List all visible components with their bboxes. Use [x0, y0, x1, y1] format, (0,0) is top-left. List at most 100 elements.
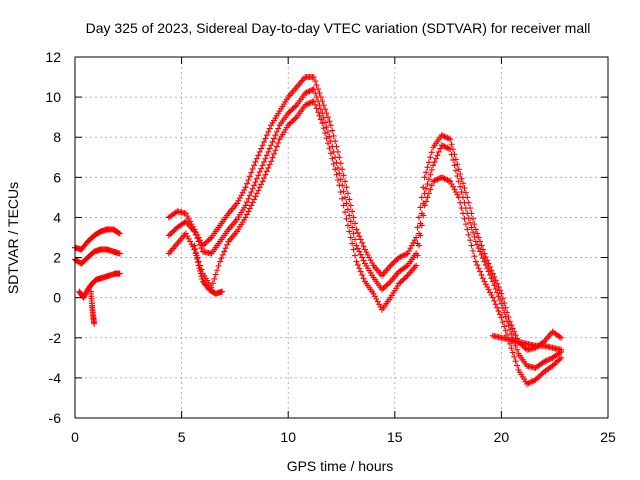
data-point-marker — [545, 356, 552, 363]
data-point-marker — [198, 273, 205, 280]
data-point-marker — [489, 270, 496, 277]
data-point-marker — [353, 242, 360, 249]
data-point-marker — [197, 267, 204, 274]
data-point-marker — [329, 155, 336, 162]
data-point-marker — [349, 224, 356, 231]
data-point-marker — [413, 262, 420, 269]
data-point-marker — [475, 265, 482, 272]
data-point-marker — [310, 86, 317, 93]
data-point-marker — [356, 248, 363, 255]
data-point-marker — [363, 249, 370, 256]
data-point-marker — [487, 271, 494, 278]
data-point-marker — [488, 275, 495, 282]
data-point-marker — [349, 240, 356, 247]
data-point-marker — [349, 208, 356, 215]
data-point-marker — [501, 300, 508, 307]
data-point-marker — [201, 241, 208, 248]
data-point-marker — [302, 102, 309, 109]
data-point-marker — [263, 168, 270, 175]
data-point-marker — [350, 214, 357, 221]
data-point-marker — [482, 253, 489, 260]
data-point-marker — [424, 181, 431, 188]
data-point-marker — [397, 279, 404, 286]
data-point-marker — [435, 175, 442, 182]
y-tick-label: 0 — [53, 290, 61, 306]
data-point-marker — [523, 380, 530, 387]
data-point-marker — [197, 270, 204, 277]
data-point-marker — [384, 281, 391, 288]
data-point-marker — [246, 192, 253, 199]
data-point-marker — [91, 320, 98, 327]
data-point-marker — [488, 267, 495, 274]
data-point-marker — [312, 101, 319, 108]
data-point-marker — [487, 289, 494, 296]
data-point-marker — [398, 253, 405, 260]
data-point-marker — [487, 263, 494, 270]
data-point-marker — [494, 289, 501, 296]
data-point-marker — [485, 268, 492, 275]
data-point-marker — [469, 215, 476, 222]
data-point-marker — [261, 175, 268, 182]
data-point-marker — [269, 138, 276, 145]
data-point-marker — [303, 89, 310, 96]
data-point-marker — [322, 119, 329, 126]
data-point-marker — [454, 161, 461, 168]
data-point-marker — [327, 122, 334, 129]
data-point-marker — [511, 353, 518, 360]
data-point-marker — [492, 285, 499, 292]
data-point-marker — [357, 268, 364, 275]
data-point-marker — [440, 142, 447, 149]
data-point-marker — [354, 229, 361, 236]
data-point-marker — [504, 318, 511, 325]
data-point-marker — [184, 233, 191, 240]
data-point-marker — [357, 236, 364, 243]
data-point-marker — [168, 229, 175, 236]
data-point-marker — [306, 88, 313, 95]
data-point-marker — [199, 242, 206, 249]
data-point-marker — [360, 243, 367, 250]
data-point-marker — [239, 189, 246, 196]
data-point-marker — [501, 309, 508, 316]
data-point-marker — [353, 258, 360, 265]
data-point-marker — [242, 184, 249, 191]
data-point-marker — [462, 221, 469, 228]
data-point-marker — [460, 210, 467, 217]
data-point-marker — [471, 221, 478, 228]
data-point-marker — [181, 219, 188, 226]
data-point-marker — [414, 252, 421, 259]
data-point-marker — [262, 171, 269, 178]
data-point-marker — [350, 230, 357, 237]
data-point-marker — [505, 322, 512, 329]
data-point-marker — [499, 319, 506, 326]
data-point-marker — [506, 318, 513, 325]
data-point-marker — [403, 251, 410, 258]
data-point-marker — [509, 349, 516, 356]
data-point-marker — [270, 135, 277, 142]
data-point-marker — [458, 205, 465, 212]
data-point-marker — [481, 278, 488, 285]
data-point-marker — [498, 300, 505, 307]
data-point-marker — [489, 294, 496, 301]
data-point-marker — [477, 248, 484, 255]
data-point-marker — [499, 305, 506, 312]
data-point-marker — [258, 145, 265, 152]
data-point-marker — [423, 169, 430, 176]
data-point-marker — [485, 260, 492, 267]
data-point-marker — [204, 238, 211, 245]
data-point-marker — [421, 202, 428, 209]
data-point-marker — [428, 166, 435, 173]
data-point-marker — [255, 172, 262, 179]
data-point-marker — [249, 199, 256, 206]
data-point-marker — [192, 249, 199, 256]
data-point-marker — [418, 194, 425, 201]
data-point-marker — [289, 118, 296, 125]
data-point-marker — [448, 181, 455, 188]
data-point-marker — [343, 215, 350, 222]
data-point-marker — [307, 87, 314, 94]
data-point-marker — [430, 162, 437, 169]
data-point-marker — [401, 251, 408, 258]
data-point-marker — [255, 152, 262, 159]
data-point-marker — [410, 239, 417, 246]
data-point-marker — [381, 283, 388, 290]
data-point-marker — [339, 166, 346, 173]
